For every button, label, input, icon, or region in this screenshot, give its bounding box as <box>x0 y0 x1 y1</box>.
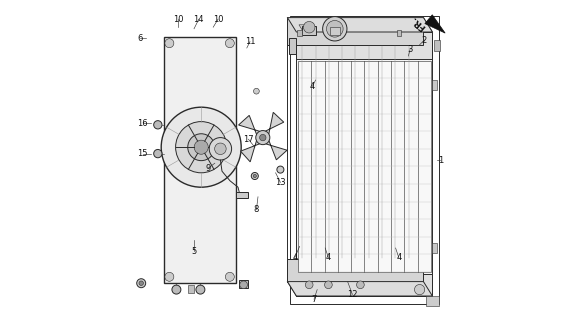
Polygon shape <box>264 112 284 136</box>
Circle shape <box>325 281 332 289</box>
Circle shape <box>253 174 256 178</box>
Polygon shape <box>288 18 433 32</box>
Circle shape <box>277 166 284 173</box>
Polygon shape <box>296 274 433 296</box>
Bar <box>237 192 248 198</box>
Polygon shape <box>425 15 445 33</box>
Text: 10: 10 <box>173 15 183 24</box>
Text: 11: 11 <box>245 37 255 46</box>
Text: 8: 8 <box>253 205 259 214</box>
Circle shape <box>226 272 234 281</box>
Text: 9: 9 <box>206 164 211 172</box>
Text: 16: 16 <box>137 119 148 128</box>
Circle shape <box>165 272 174 281</box>
Circle shape <box>305 281 313 289</box>
Polygon shape <box>302 26 316 35</box>
Circle shape <box>194 140 208 154</box>
Text: 4: 4 <box>396 253 401 262</box>
Circle shape <box>226 39 234 48</box>
Polygon shape <box>289 38 296 53</box>
Bar <box>290 16 439 304</box>
Text: 13: 13 <box>275 178 286 187</box>
Text: 12: 12 <box>347 290 358 299</box>
Polygon shape <box>433 243 437 253</box>
Circle shape <box>253 88 259 94</box>
Circle shape <box>139 281 143 285</box>
Bar <box>330 27 340 35</box>
Circle shape <box>303 21 315 33</box>
Circle shape <box>154 149 162 158</box>
Polygon shape <box>433 80 437 90</box>
Text: 4: 4 <box>292 253 298 262</box>
Polygon shape <box>238 116 262 136</box>
Circle shape <box>256 131 270 145</box>
Polygon shape <box>264 139 287 160</box>
Polygon shape <box>239 280 248 288</box>
Text: 7: 7 <box>311 295 317 304</box>
Bar <box>164 37 235 283</box>
Circle shape <box>154 121 162 129</box>
Polygon shape <box>298 30 302 36</box>
Text: 15: 15 <box>137 149 148 158</box>
Polygon shape <box>241 139 262 162</box>
Circle shape <box>215 143 226 155</box>
Polygon shape <box>288 259 423 282</box>
Circle shape <box>196 285 205 294</box>
Polygon shape <box>299 25 315 32</box>
Circle shape <box>172 285 181 294</box>
Text: 5: 5 <box>191 247 197 256</box>
Text: 4: 4 <box>326 253 331 262</box>
Circle shape <box>165 39 174 48</box>
Text: 1: 1 <box>438 156 443 164</box>
Polygon shape <box>288 18 423 45</box>
Text: 10: 10 <box>213 15 223 24</box>
Text: 17: 17 <box>243 135 253 144</box>
Circle shape <box>322 17 347 41</box>
Polygon shape <box>288 282 433 296</box>
Circle shape <box>251 172 258 180</box>
Text: 14: 14 <box>194 15 204 24</box>
Text: 4: 4 <box>310 82 315 91</box>
Circle shape <box>260 134 266 141</box>
Text: 3: 3 <box>407 45 413 54</box>
Polygon shape <box>397 30 401 36</box>
Circle shape <box>176 122 227 173</box>
Polygon shape <box>187 285 194 293</box>
Polygon shape <box>426 296 439 306</box>
Text: FR.: FR. <box>409 14 427 31</box>
Circle shape <box>327 20 343 37</box>
Text: 6: 6 <box>137 34 142 43</box>
Circle shape <box>137 279 146 288</box>
Circle shape <box>188 134 215 161</box>
Polygon shape <box>296 32 433 296</box>
Polygon shape <box>434 40 440 51</box>
Circle shape <box>357 281 364 289</box>
Text: 2: 2 <box>422 36 427 44</box>
Polygon shape <box>296 32 433 59</box>
Circle shape <box>161 107 241 187</box>
Circle shape <box>240 281 248 289</box>
Bar <box>298 61 431 272</box>
Circle shape <box>415 284 425 295</box>
Circle shape <box>209 138 231 160</box>
